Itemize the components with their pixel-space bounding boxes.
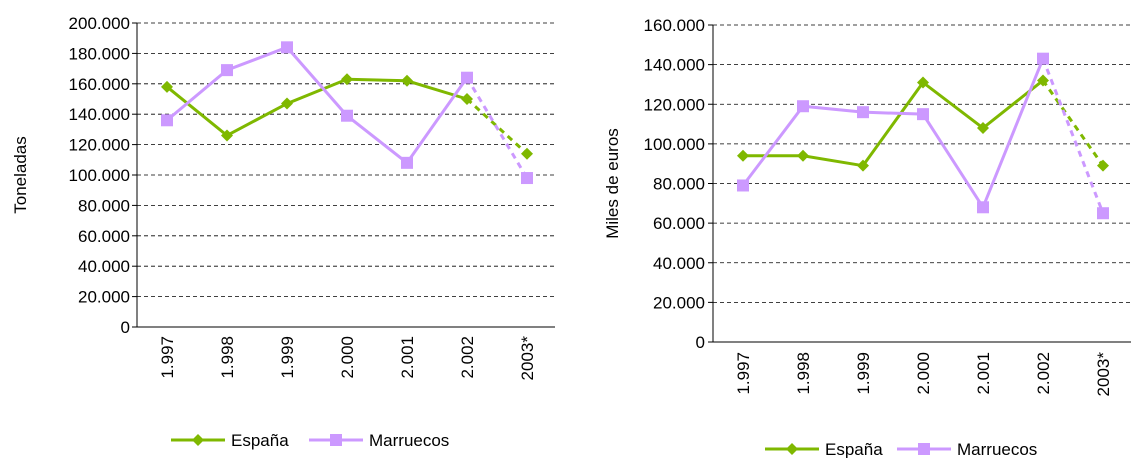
data-point-diamond bbox=[977, 122, 989, 135]
series-line-projected bbox=[1041, 79, 1105, 167]
x-tick-label: 1.999 bbox=[854, 352, 873, 395]
x-tick-label: 2.002 bbox=[458, 336, 477, 379]
series-line bbox=[741, 58, 1045, 211]
data-point-square bbox=[918, 443, 930, 455]
data-point-square bbox=[1037, 52, 1049, 65]
data-point-square bbox=[977, 201, 989, 214]
legend: España Marruecos bbox=[171, 431, 449, 450]
x-tick-label: 2.001 bbox=[974, 352, 993, 395]
x-tick-label: 2.000 bbox=[338, 336, 357, 379]
data-point-diamond bbox=[281, 97, 293, 110]
y-tick-label: 100.000 bbox=[644, 135, 705, 154]
data-point-diamond bbox=[737, 149, 749, 162]
chart-1: 0 20.000 40.000 60.000 80.000 100.000 120.000 1… bbox=[11, 14, 555, 450]
legend: España Marruecos bbox=[765, 440, 1037, 458]
series-line-projected bbox=[465, 76, 529, 179]
series-line bbox=[166, 77, 468, 138]
series-line-projected bbox=[465, 97, 529, 155]
series-line-projected bbox=[1041, 58, 1105, 214]
legend-label: España bbox=[231, 431, 289, 450]
data-point-square bbox=[1097, 207, 1109, 220]
legend-label: Marruecos bbox=[957, 440, 1037, 458]
y-tick-label: 40.000 bbox=[78, 257, 130, 276]
data-point-diamond bbox=[461, 93, 473, 105]
data-point-square bbox=[341, 109, 353, 122]
y-axis-label: Miles de euros bbox=[603, 128, 622, 239]
data-point-diamond bbox=[917, 76, 929, 89]
series-line bbox=[166, 45, 469, 165]
x-tick-label: 2.000 bbox=[914, 352, 933, 395]
data-point-square bbox=[917, 108, 929, 121]
legend-label: Marruecos bbox=[369, 431, 449, 450]
y-axis-label: Toneladas bbox=[11, 136, 30, 214]
chart-2: 0 20.000 40.000 60.000 80.000 100.000 120.000 1… bbox=[603, 16, 1131, 458]
series-marruecos bbox=[161, 41, 533, 185]
y-tick-label: 140.000 bbox=[644, 56, 705, 75]
data-point-square bbox=[330, 434, 342, 446]
data-point-diamond bbox=[521, 147, 533, 160]
y-tick-label: 120.000 bbox=[69, 136, 130, 155]
x-tick-label: 1.998 bbox=[218, 336, 237, 379]
data-point-diamond bbox=[857, 159, 869, 172]
x-tick-label: 1.998 bbox=[794, 352, 813, 395]
series-españa bbox=[161, 73, 533, 160]
data-point-square bbox=[857, 106, 869, 119]
data-point-diamond bbox=[192, 434, 204, 446]
y-tick-label: 0 bbox=[121, 318, 130, 337]
data-point-square bbox=[281, 41, 293, 54]
data-point-diamond bbox=[1097, 159, 1109, 172]
data-point-square bbox=[461, 71, 473, 84]
y-tick-label: 60.000 bbox=[653, 214, 705, 233]
x-tick-label: 2.002 bbox=[1034, 352, 1053, 395]
data-point-diamond bbox=[797, 149, 809, 162]
y-tick-label: 80.000 bbox=[653, 175, 705, 194]
data-point-square bbox=[737, 179, 749, 192]
y-tick-label: 120.000 bbox=[644, 95, 705, 114]
x-tick-label: 2003* bbox=[1094, 352, 1113, 397]
y-tick-label: 180.000 bbox=[69, 44, 130, 63]
y-tick-label: 160.000 bbox=[69, 75, 130, 94]
y-tick-label: 20.000 bbox=[78, 288, 130, 307]
data-point-diamond bbox=[221, 129, 233, 142]
data-point-diamond bbox=[1037, 74, 1049, 87]
x-tick-label: 1.997 bbox=[158, 336, 177, 379]
y-tick-label: 20.000 bbox=[653, 293, 705, 312]
y-tick-label: 0 bbox=[696, 333, 705, 352]
data-point-square bbox=[797, 100, 809, 113]
series-españa bbox=[737, 74, 1109, 172]
y-tick-label: 80.000 bbox=[78, 196, 130, 215]
data-point-diamond bbox=[161, 80, 173, 93]
data-point-diamond bbox=[341, 73, 353, 86]
y-tick-label: 140.000 bbox=[69, 105, 130, 124]
x-tick-label: 2.001 bbox=[398, 336, 417, 379]
data-point-diamond bbox=[401, 74, 413, 87]
series-line bbox=[743, 79, 1044, 168]
data-point-square bbox=[521, 172, 533, 185]
data-point-square bbox=[161, 114, 173, 127]
series-marruecos bbox=[737, 52, 1109, 220]
x-tick-label: 1.999 bbox=[278, 336, 297, 379]
y-tick-label: 40.000 bbox=[653, 254, 705, 273]
y-tick-label: 160.000 bbox=[644, 16, 705, 35]
data-point-square bbox=[401, 156, 413, 169]
y-tick-label: 100.000 bbox=[69, 166, 130, 185]
y-tick-label: 60.000 bbox=[78, 227, 130, 246]
data-point-square bbox=[221, 64, 233, 77]
x-tick-label: 2003* bbox=[518, 336, 537, 381]
legend-label: España bbox=[825, 440, 883, 458]
x-tick-label: 1.997 bbox=[734, 352, 753, 395]
y-tick-label: 200.000 bbox=[69, 14, 130, 33]
data-point-diamond bbox=[786, 443, 798, 455]
